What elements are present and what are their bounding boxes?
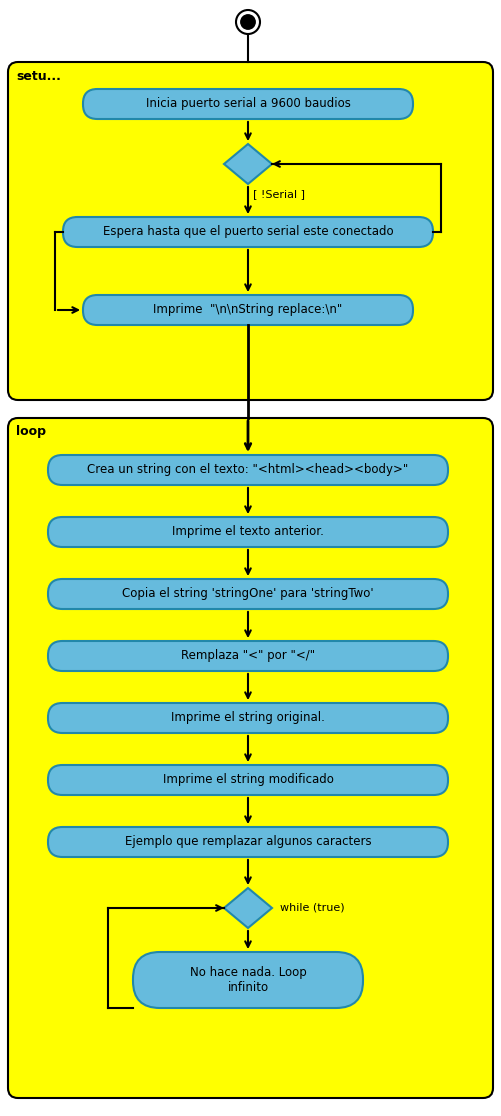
FancyBboxPatch shape [133,952,363,1008]
Text: Crea un string con el texto: "<html><head><body>": Crea un string con el texto: "<html><hea… [87,463,409,477]
Text: Inicia puerto serial a 9600 baudios: Inicia puerto serial a 9600 baudios [146,97,350,110]
Circle shape [241,15,255,29]
FancyBboxPatch shape [48,827,448,857]
Text: while (true): while (true) [280,903,345,913]
FancyBboxPatch shape [48,579,448,609]
FancyBboxPatch shape [48,517,448,547]
Polygon shape [224,888,272,929]
Text: Imprime  "\n\nString replace:\n": Imprime "\n\nString replace:\n" [153,304,343,317]
Text: Imprime el string original.: Imprime el string original. [171,712,325,724]
FancyBboxPatch shape [8,418,493,1098]
FancyBboxPatch shape [83,89,413,119]
Text: Imprime el string modificado: Imprime el string modificado [162,773,334,787]
FancyBboxPatch shape [48,764,448,795]
FancyBboxPatch shape [63,217,433,247]
Text: Imprime el texto anterior.: Imprime el texto anterior. [172,526,324,539]
Text: Ejemplo que remplazar algunos caracters: Ejemplo que remplazar algunos caracters [125,836,371,848]
FancyBboxPatch shape [48,455,448,485]
Circle shape [236,10,260,33]
FancyBboxPatch shape [8,62,493,400]
Text: loop: loop [16,425,46,439]
FancyBboxPatch shape [48,703,448,733]
FancyBboxPatch shape [48,641,448,671]
Text: Copia el string 'stringOne' para 'stringTwo': Copia el string 'stringOne' para 'string… [122,587,374,600]
Text: setu...: setu... [16,69,61,83]
Text: [ !Serial ]: [ !Serial ] [253,189,305,199]
Polygon shape [224,144,272,184]
Text: No hace nada. Loop
infinito: No hace nada. Loop infinito [189,966,307,994]
Text: Espera hasta que el puerto serial este conectado: Espera hasta que el puerto serial este c… [103,225,393,239]
FancyBboxPatch shape [83,295,413,325]
Text: Remplaza "<" por "</": Remplaza "<" por "</" [181,650,315,663]
